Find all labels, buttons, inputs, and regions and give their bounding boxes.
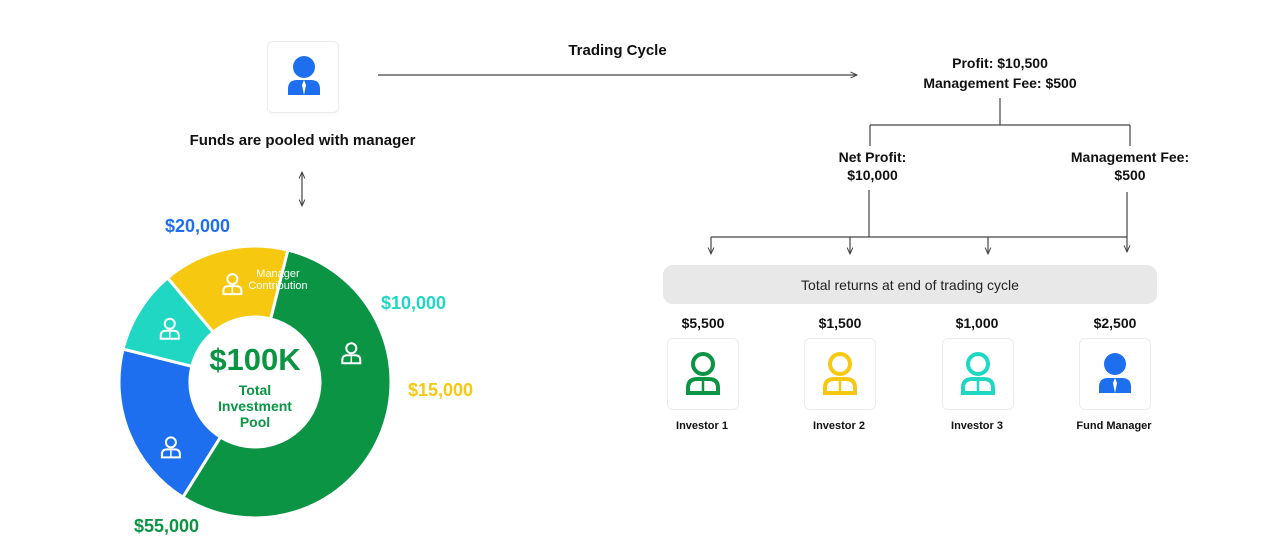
recipient-name: Investor 2 — [813, 420, 865, 432]
trading-cycle-label: Trading Cycle — [568, 42, 667, 59]
slice-label-line: Contribution — [248, 280, 308, 292]
center-label-line: Pool — [239, 414, 271, 430]
recipient-name: Investor 1 — [676, 420, 728, 432]
recipient-amount: $2,500 — [1093, 315, 1137, 331]
person-outline-icon — [686, 352, 720, 395]
donut-hole — [190, 317, 320, 447]
fee-node: Management Fee: $500 — [1055, 148, 1205, 184]
person-with-tie-icon — [1099, 353, 1131, 393]
fund-manager-card — [1079, 338, 1151, 410]
person-outline-icon — [160, 436, 181, 459]
slice-label-line: Manager — [256, 268, 300, 280]
profit-line: Profit: $10,500 — [952, 55, 1048, 71]
profit-summary: Profit: $10,500 Management Fee: $500 — [880, 53, 1120, 93]
slice-value-label: $10,000 — [381, 293, 447, 313]
net-profit-label: Net Profit: — [838, 149, 907, 165]
slice-value-label: $20,000 — [165, 216, 231, 236]
center-label-line: Investment — [218, 398, 292, 414]
person-outline-icon — [823, 352, 857, 395]
recipient-name: Investor 3 — [951, 420, 1003, 432]
slice-value-label: $55,000 — [134, 516, 200, 536]
recipient-amount: $5,500 — [681, 315, 725, 331]
manager-contribution-label: Manager Contribution — [237, 268, 319, 292]
recipient-name: Fund Manager — [1076, 420, 1152, 432]
fee-label: Management Fee: — [1070, 149, 1190, 165]
person-with-tie-icon — [288, 56, 320, 95]
management-fee-line: Management Fee: $500 — [923, 75, 1077, 91]
investor-3-card — [942, 338, 1014, 410]
pooling-label: Funds are pooled with manager — [189, 132, 416, 149]
fee-value: $500 — [1114, 167, 1146, 183]
center-value: $100K — [209, 342, 301, 377]
net-profit-value: $10,000 — [847, 167, 898, 183]
center-label-line: Total — [238, 382, 272, 398]
manager-card — [267, 41, 339, 113]
person-outline-icon — [159, 317, 180, 340]
donut-center: $100K Total Investment Pool — [195, 342, 315, 430]
recipient-amount: $1,500 — [818, 315, 862, 331]
investor-1-card — [667, 338, 739, 410]
investor-2-card — [804, 338, 876, 410]
person-outline-icon — [341, 342, 362, 365]
person-outline-icon — [222, 273, 243, 296]
net-profit-node: Net Profit: $10,000 — [800, 148, 945, 184]
recipient-amount: $1,000 — [955, 315, 999, 331]
total-returns-bar: Total returns at end of trading cycle — [663, 265, 1157, 304]
person-outline-icon — [961, 352, 995, 395]
slice-value-label: $15,000 — [408, 380, 474, 400]
